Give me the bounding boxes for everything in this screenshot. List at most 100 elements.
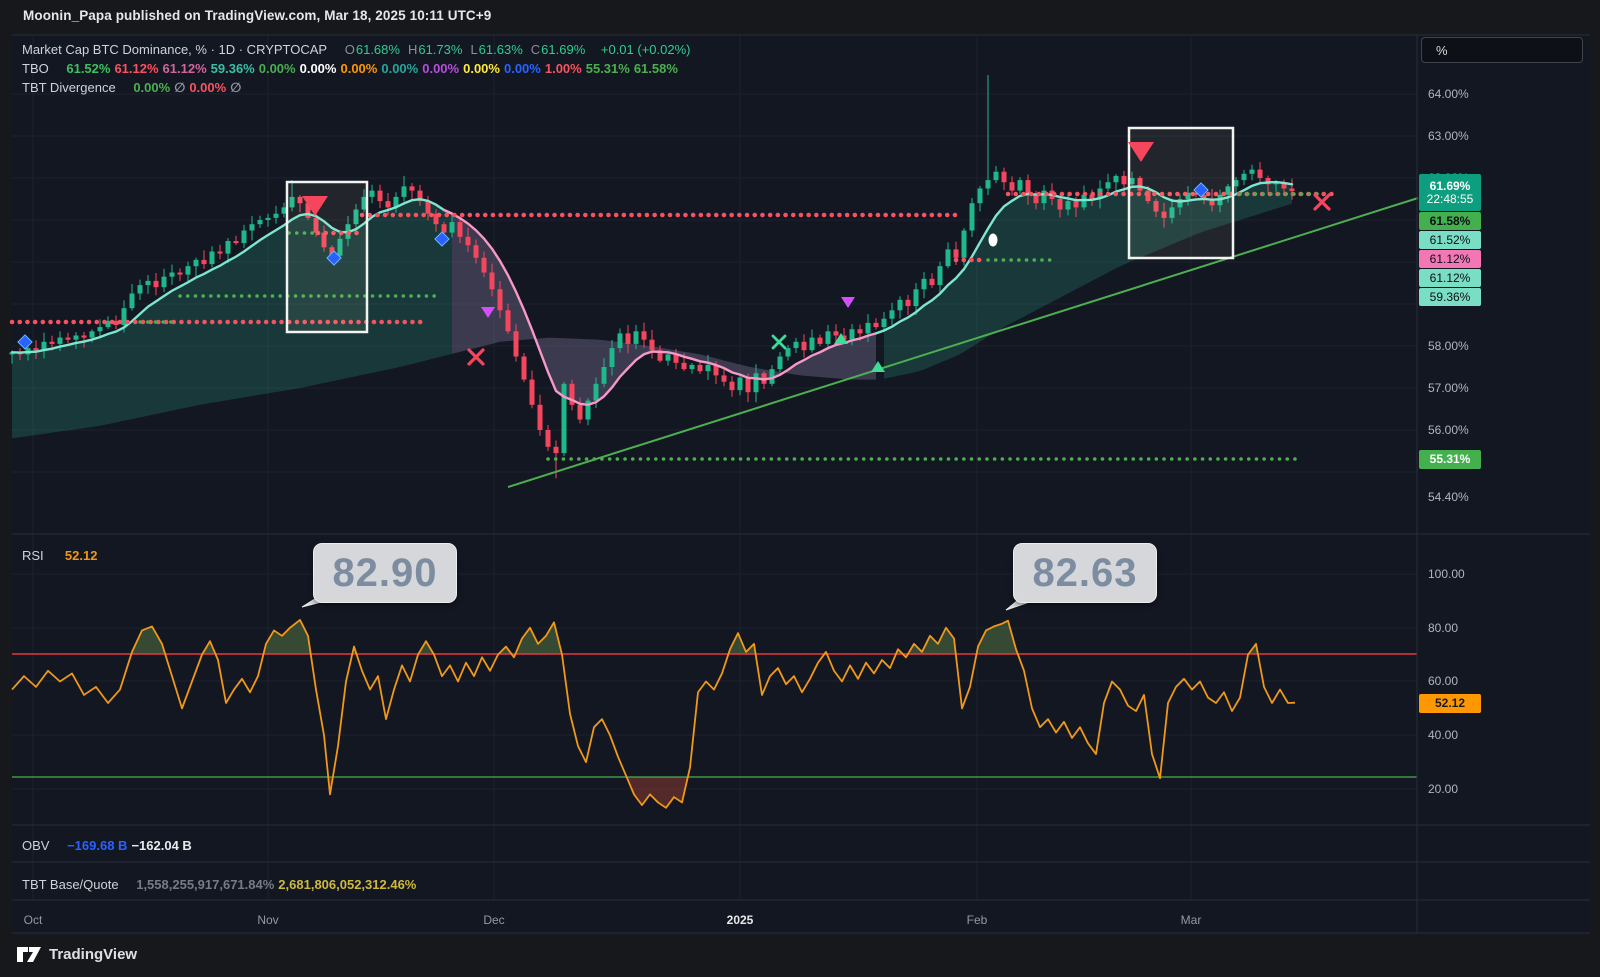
candle-body xyxy=(521,356,527,380)
candle-body xyxy=(673,354,679,363)
price-axis-value-label: 61.58% xyxy=(1419,212,1481,230)
legend-value: 0.00% xyxy=(258,61,296,76)
price-axis-value-label: 59.36% xyxy=(1419,288,1481,306)
candle-body xyxy=(1113,175,1119,183)
percent-scale-label: % xyxy=(1436,42,1448,58)
candle-body xyxy=(657,350,663,361)
tbo-legend-row[interactable]: TBO 61.52% 61.12% 61.12% 59.36% 0.00% 0.00% 0.… xyxy=(22,61,686,76)
candle-body xyxy=(73,335,79,340)
ohlc-letter: L xyxy=(470,42,478,57)
candle-body xyxy=(1201,194,1207,199)
candle-body xyxy=(817,337,823,344)
obv-row[interactable]: OBV −169.68 B −162.04 B xyxy=(22,838,200,853)
sell-signal-triangle-icon xyxy=(1128,142,1154,162)
candle-body xyxy=(1073,201,1079,208)
candle-body xyxy=(1041,190,1047,204)
axis-tick-label: 58.00% xyxy=(1428,339,1469,353)
attribution-text: Moonin_Papa published on TradingView.com… xyxy=(23,8,492,23)
candle-body xyxy=(369,190,375,197)
candle-body xyxy=(209,251,215,265)
candle-body xyxy=(897,299,903,311)
ohlc-letter: C xyxy=(530,42,541,57)
green-x-icon xyxy=(771,334,787,350)
time-axis-label: Mar xyxy=(1180,913,1202,927)
candle-body xyxy=(1289,188,1295,192)
rsi-overbought-fill xyxy=(976,620,1018,654)
candle-body xyxy=(1193,192,1199,195)
candle-body xyxy=(561,383,567,454)
candle-body xyxy=(1241,173,1247,181)
candle-body xyxy=(33,348,39,351)
candle-body xyxy=(233,241,239,244)
candle-body xyxy=(1177,199,1183,208)
candle-body xyxy=(417,190,423,202)
time-axis-label: Dec xyxy=(483,913,505,927)
price-axis-value-label: 52.12 xyxy=(1419,694,1481,713)
tbt-base-quote-values: 1,558,255,917,671.84% 2,681,806,052,312.4… xyxy=(136,877,420,892)
candle-body xyxy=(889,310,895,319)
candle-body xyxy=(185,266,191,275)
candle-body xyxy=(201,259,207,265)
candle-body xyxy=(297,196,303,204)
candle-body xyxy=(121,308,127,325)
candle-body xyxy=(353,209,359,225)
candle-body xyxy=(665,354,671,361)
tradingview-logo[interactable]: TradingView xyxy=(16,944,137,964)
candle-body xyxy=(809,337,815,351)
axis-tick-label: 57.00% xyxy=(1428,381,1469,395)
legend-value: 61.58% xyxy=(633,61,678,76)
candle-body xyxy=(913,289,919,307)
candle-body xyxy=(361,196,367,210)
candle-body xyxy=(921,278,927,290)
candle-body xyxy=(937,266,943,286)
candle-body xyxy=(1009,182,1015,191)
candle-body xyxy=(721,375,727,382)
candle-body xyxy=(993,171,999,181)
candle-body xyxy=(553,446,559,454)
tbt-divergence-label: TBT Divergence xyxy=(22,80,116,95)
tbt-base-quote-row[interactable]: TBT Base/Quote 1,558,255,917,671.84% 2,68… xyxy=(22,877,424,892)
rsi-legend-row[interactable]: RSI 52.12 xyxy=(22,548,101,563)
candle-body xyxy=(409,186,415,191)
candle-body xyxy=(193,259,199,267)
change-value: +0.01 (+0.02%) xyxy=(600,42,691,57)
candle-body xyxy=(601,367,607,384)
signal-box[interactable] xyxy=(285,180,369,334)
candle-body xyxy=(1089,194,1095,199)
candle-body xyxy=(281,207,287,214)
tbt-divergence-row[interactable]: TBT Divergence 0.00% ∅ 0.00% ∅ xyxy=(22,80,249,96)
candle-body xyxy=(1209,199,1215,206)
candle-body xyxy=(1281,182,1287,189)
axis-tick-label: 80.00 xyxy=(1428,621,1459,635)
candle-body xyxy=(153,280,159,288)
price-axis-value-label: 61.69% 22:48:55 xyxy=(1419,174,1481,211)
legend-value: 0.00% xyxy=(463,61,500,76)
candle-body xyxy=(1225,186,1231,195)
tbo-values: 61.52% 61.12% 61.12% 59.36% 0.00% 0.00% 0.00% 0… xyxy=(66,61,682,76)
candle-body xyxy=(145,280,151,286)
candle-body xyxy=(97,327,103,332)
candle-body xyxy=(609,348,615,367)
ohlc-value: 61.63% xyxy=(478,42,523,57)
percent-scale-button[interactable]: % xyxy=(1421,37,1583,63)
legend-value: 61.12% xyxy=(114,61,159,76)
symbol-legend-row[interactable]: Market Cap BTC Dominance, % · 1D · CRYPT… xyxy=(22,42,695,57)
candle-body xyxy=(777,356,783,370)
trendline[interactable] xyxy=(507,197,1419,488)
chart-widget xyxy=(12,35,1590,933)
legend-value: 2,681,806,052,312.46% xyxy=(278,877,417,892)
axis-tick-label: 40.00 xyxy=(1428,728,1459,742)
rsi-overbought-fill xyxy=(202,641,216,654)
candle-body xyxy=(497,289,503,311)
candle-body xyxy=(473,245,479,258)
legend-value: 0.00% xyxy=(381,61,419,76)
tbo-cloud xyxy=(884,182,1292,379)
ohlc-letter: H xyxy=(407,42,418,57)
legend-value: 1,558,255,917,671.84% xyxy=(136,877,275,892)
candle-body xyxy=(449,222,455,233)
ohlc-value: 61.68% xyxy=(355,42,400,57)
candle-body xyxy=(537,404,543,430)
rsi-overbought-fill xyxy=(131,626,166,654)
candle-body xyxy=(577,404,583,420)
